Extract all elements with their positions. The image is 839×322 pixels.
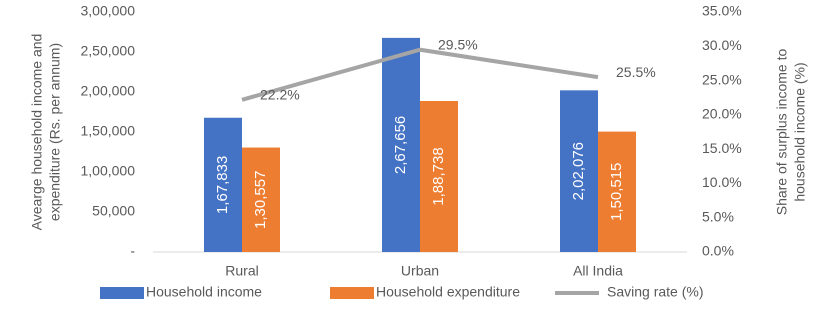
y-tick-label: 3,00,000: [81, 3, 136, 19]
bar-value-label: 1,67,833: [214, 156, 231, 214]
y-tick-label: 1,50,000: [81, 123, 136, 139]
bar: [598, 131, 636, 252]
y2-tick-label: 15.0%: [702, 140, 742, 156]
bar-value-label: 1,30,557: [252, 171, 269, 229]
line-value-label: 25.5%: [616, 64, 656, 80]
y2-tick-label: 20.0%: [702, 106, 742, 122]
line-value-label: 22.2%: [260, 86, 300, 102]
bar: [204, 117, 242, 252]
y2-tick-label: 35.0%: [702, 3, 742, 19]
line-value-label: 29.5%: [438, 36, 478, 52]
legend-label: Household expenditure: [376, 284, 520, 300]
legend-marker: [100, 287, 144, 299]
legend-marker: [330, 287, 374, 299]
y-tick-label: 2,00,000: [81, 83, 136, 99]
y-label-line: expenditure (Rs. per annum): [47, 43, 63, 221]
y2-tick-label: 5.0%: [702, 208, 734, 224]
y2-tick-label: 30.0%: [702, 37, 742, 53]
y2-label-line: household income (%): [792, 62, 808, 201]
y2-tick-label: 25.0%: [702, 71, 742, 87]
y-tick-label: 50,000: [92, 203, 135, 219]
legend-label: Saving rate (%): [607, 284, 703, 300]
y2-axis-title: Share of surplus income to household inc…: [774, 49, 808, 216]
x-tick-label: All India: [573, 263, 623, 279]
y-tick-label: 2,50,000: [81, 43, 136, 59]
bar-value-label: 2,67,656: [392, 116, 409, 174]
y-axis-title: Avearge household income and expenditure…: [29, 34, 63, 231]
y2-tick-label: 10.0%: [702, 174, 742, 190]
bar: [382, 37, 420, 252]
line-series: [241, 47, 599, 102]
bar-value-label: 1,50,515: [608, 163, 625, 221]
bar: [242, 147, 280, 252]
y-label-line: Avearge household income and: [29, 34, 45, 231]
x-tick-label: Rural: [225, 263, 258, 279]
y-tick-label: -: [130, 243, 135, 259]
bar-value-label: 2,02,076: [570, 142, 587, 200]
bar: [560, 90, 598, 252]
bar: [420, 101, 458, 252]
y-tick-label: 1,00,000: [81, 163, 136, 179]
legend-label: Household income: [146, 284, 262, 300]
y2-label-line: Share of surplus income to: [774, 49, 790, 216]
bar-value-label: 1,88,738: [430, 147, 447, 205]
x-tick-label: Urban: [401, 263, 439, 279]
y2-tick-label: 0.0%: [702, 243, 734, 259]
